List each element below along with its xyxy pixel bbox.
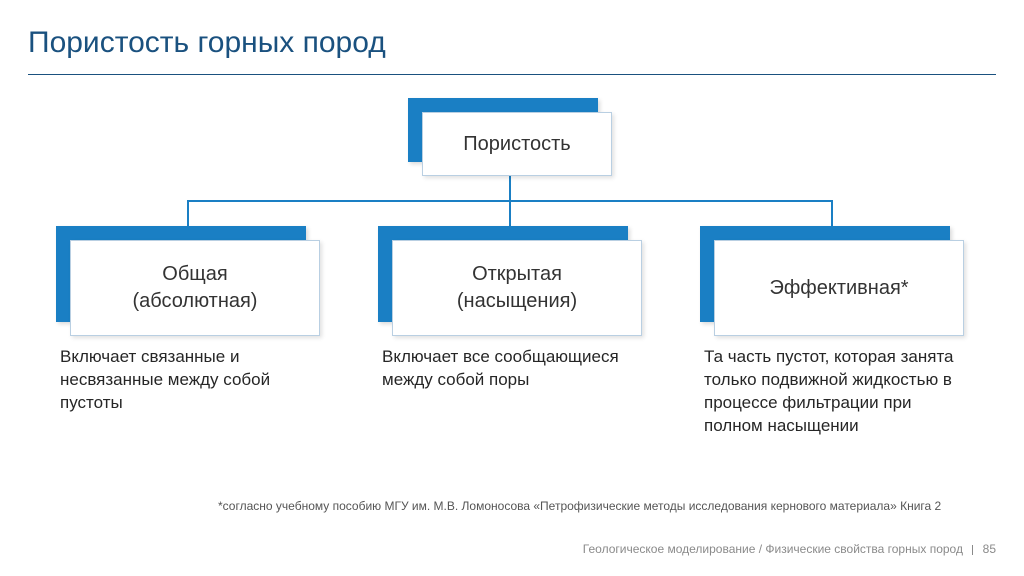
node-child-1-line2: (абсолютная) (133, 288, 258, 315)
node-child-1-line1: Общая (162, 261, 227, 288)
node-child-1-desc: Включает связанные и несвязанные между с… (60, 346, 310, 415)
node-child-3: Эффективная* (700, 226, 964, 336)
connector-drop-1 (187, 200, 189, 226)
connector-drop-2 (509, 200, 511, 226)
footer-breadcrumb: Геологическое моделирование / Физические… (583, 542, 963, 556)
connector-root-stem (509, 176, 511, 200)
footer-separator (972, 545, 973, 555)
connector-drop-3 (831, 200, 833, 226)
node-child-2: Открытая (насыщения) (378, 226, 642, 336)
node-child-1: Общая (абсолютная) (56, 226, 320, 336)
node-child-3-line1: Эффективная* (769, 275, 908, 302)
footnote: *согласно учебному пособию МГУ им. М.В. … (218, 499, 941, 513)
node-root-label: Пористость (463, 131, 570, 158)
node-child-2-desc: Включает все сообщающиеся между собой по… (382, 346, 632, 392)
node-child-2-line2: (насыщения) (457, 288, 577, 315)
title-divider (28, 74, 996, 75)
node-root: Пористость (408, 98, 612, 176)
node-child-3-desc: Та часть пустот, которая занята только п… (704, 346, 964, 438)
page-title: Пористость горных пород (28, 26, 386, 60)
footer-page-number: 85 (983, 542, 996, 556)
node-child-2-line1: Открытая (472, 261, 562, 288)
footer: Геологическое моделирование / Физические… (583, 542, 996, 556)
